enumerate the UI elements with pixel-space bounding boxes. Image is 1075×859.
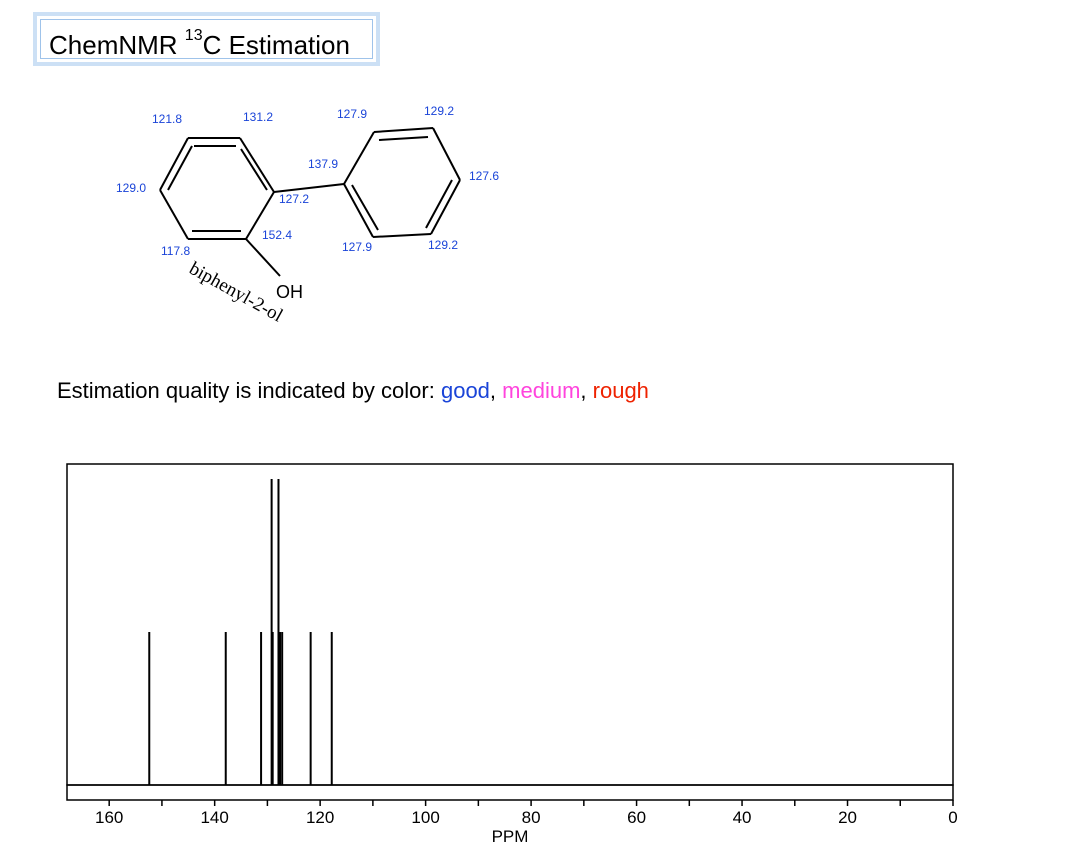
title-border — [40, 19, 373, 59]
tick-label-100: 100 — [411, 808, 439, 827]
ring-b — [273, 127, 461, 238]
molecule-name: biphenyl-2-ol — [186, 258, 287, 327]
shift-label: 129.2 — [424, 104, 454, 118]
shift-label: 127.2 — [279, 192, 309, 206]
quality-separator: , — [580, 378, 593, 403]
oh-label: OH — [276, 282, 303, 302]
nmr-spectrum-chart: 160 140 120 100 80 60 40 20 0 PPM — [66, 463, 958, 846]
plot-frame — [66, 463, 954, 786]
quality-rough: rough — [592, 378, 649, 403]
tick-label-40: 40 — [733, 808, 752, 827]
shift-labels: 121.8 131.2 129.0 127.2 117.8 152.4 137.… — [116, 104, 499, 258]
x-axis-label: PPM — [492, 827, 529, 846]
molecule-structure: OH biphenyl-2-ol 121.8 131.2 129.0 127.2… — [116, 104, 499, 327]
quality-text: Estimation quality is indicated by color… — [57, 378, 441, 403]
title-superscript: 13 — [184, 27, 203, 45]
tick-label-60: 60 — [627, 808, 646, 827]
axis-band — [66, 784, 954, 801]
shift-label: 127.6 — [469, 169, 499, 183]
quality-good: good — [440, 378, 490, 403]
tick-label-80: 80 — [522, 808, 541, 827]
ring-a — [159, 137, 275, 240]
quality-separator: , — [489, 378, 503, 403]
tick-labels-group: 160 140 120 100 80 60 40 20 0 — [95, 808, 958, 827]
quality-medium: medium — [502, 378, 581, 403]
oh-bond — [245, 238, 281, 277]
page-title: ChemNMR 13C Estimation — [49, 27, 350, 61]
shift-label: 117.8 — [161, 244, 190, 258]
tick-label-120: 120 — [306, 808, 334, 827]
shift-label: 121.8 — [152, 112, 182, 126]
title-box: ChemNMR 13C Estimation — [33, 12, 380, 66]
tick-label-160: 160 — [95, 808, 123, 827]
tick-label-0: 0 — [948, 808, 957, 827]
shift-label: 152.4 — [262, 228, 292, 242]
shift-label: 127.9 — [342, 240, 372, 254]
ticks-group — [108, 800, 954, 806]
shift-label: 131.2 — [243, 110, 273, 124]
peaks-group — [148, 479, 333, 785]
shift-label: 127.9 — [337, 107, 367, 121]
shift-label: 129.2 — [428, 238, 458, 252]
shift-label: 137.9 — [308, 157, 338, 171]
tick-label-140: 140 — [200, 808, 228, 827]
title-prefix: ChemNMR — [49, 30, 185, 60]
quality-legend: Estimation quality is indicated by color… — [57, 378, 649, 404]
title-suffix: C Estimation — [202, 30, 350, 60]
tick-label-20: 20 — [838, 808, 857, 827]
shift-label: 129.0 — [116, 181, 146, 195]
